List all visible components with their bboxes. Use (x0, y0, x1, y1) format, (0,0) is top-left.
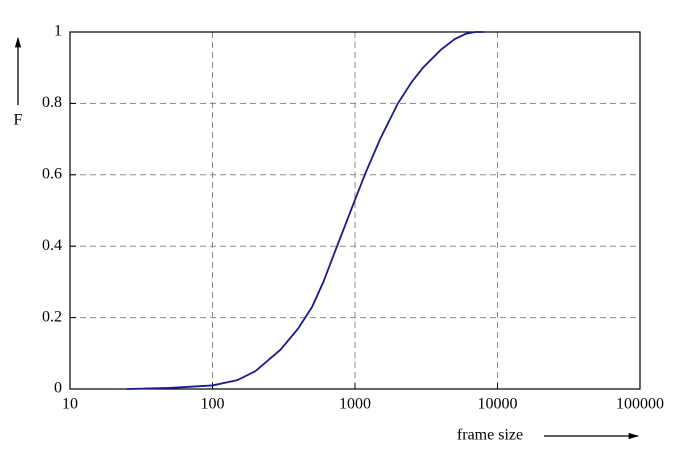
x-tick-label: 100 (201, 396, 225, 413)
line (126, 31, 484, 390)
y-axis-label: F (14, 112, 23, 129)
plot-frame (69, 31, 641, 390)
x-tick-label: 100000 (616, 396, 664, 413)
y-tick-label: 0.8 (42, 94, 62, 111)
y-tick-label: 0.4 (42, 237, 62, 254)
x-tick-label: 10000 (478, 396, 518, 413)
x-tick-label: 1000 (339, 396, 371, 413)
x-axis-label: frame size (457, 427, 523, 444)
y-tick-label: 0.2 (42, 308, 62, 325)
x-tick-label: 10 (62, 396, 78, 413)
y-tick-label: 0 (54, 380, 62, 397)
y-tick-label: 1 (54, 23, 62, 40)
y-tick-label: 0.6 (42, 165, 62, 182)
